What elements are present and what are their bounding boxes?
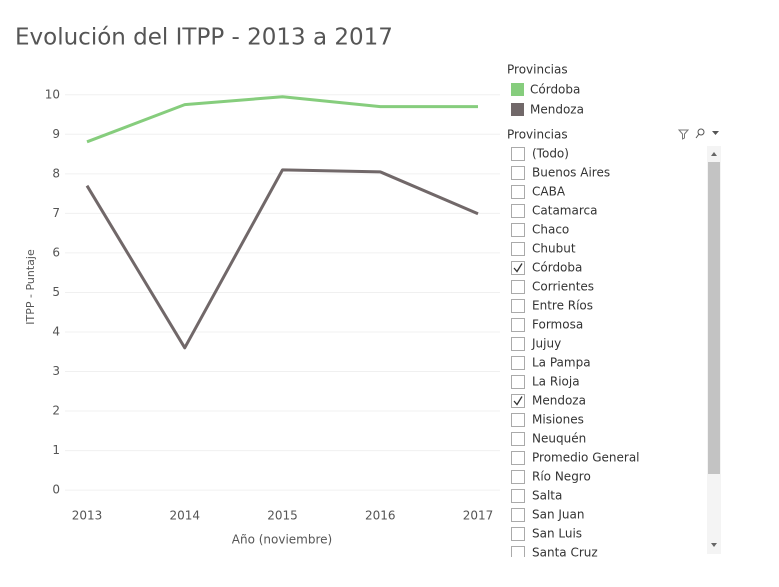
checkbox[interactable] [511, 337, 525, 351]
filter-item-label[interactable]: Entre Ríos [532, 299, 593, 313]
filter-item-label[interactable]: Jujuy [531, 337, 561, 351]
filter-item-label[interactable]: Santa Cruz [532, 546, 598, 560]
chart-title: Evolución del ITPP - 2013 a 2017 [15, 25, 393, 51]
filter-item-label[interactable]: Chubut [532, 242, 576, 256]
checkbox[interactable] [511, 318, 525, 332]
y-tick-label: 4 [52, 324, 60, 338]
checkbox[interactable] [511, 546, 525, 560]
checkbox[interactable] [511, 527, 525, 541]
checkbox[interactable] [511, 470, 525, 484]
y-axis-label: ITPP - Puntaje [24, 249, 37, 325]
checkbox[interactable] [511, 147, 525, 161]
filter-item-label[interactable]: Misiones [532, 413, 584, 427]
legend-label[interactable]: Mendoza [530, 103, 584, 117]
checkbox[interactable] [511, 280, 525, 294]
scroll-down[interactable] [711, 543, 717, 547]
filter-item-label[interactable]: Río Negro [532, 470, 591, 484]
menu-icon[interactable] [712, 131, 719, 135]
filter-item-label[interactable]: Corrientes [532, 280, 594, 294]
filter-item-label[interactable]: La Rioja [532, 375, 580, 389]
checkbox[interactable] [511, 299, 525, 313]
y-tick-label: 1 [52, 443, 60, 457]
filter-item-label[interactable]: Promedio General [532, 451, 640, 465]
filter-list: (Todo) Buenos Aires CABA Catamarca Chaco Chub… [511, 147, 640, 560]
y-tick-label: 0 [52, 483, 60, 497]
filter-item-label[interactable]: CABA [532, 185, 566, 199]
checkbox[interactable] [511, 375, 525, 389]
checkbox[interactable] [511, 432, 525, 446]
y-tick-label: 5 [52, 285, 60, 299]
y-tick-label: 6 [52, 245, 60, 259]
checkbox[interactable] [511, 451, 525, 465]
checkbox[interactable] [511, 394, 525, 408]
x-tick-label: 2017 [463, 509, 494, 523]
y-tick-label: 8 [52, 166, 60, 180]
checkbox[interactable] [511, 204, 525, 218]
filter-title: Provincias [507, 128, 568, 142]
filter-item-label[interactable]: (Todo) [532, 147, 569, 161]
y-tick-label: 9 [52, 127, 60, 141]
x-tick-label: 2015 [267, 509, 298, 523]
checkbox[interactable] [511, 413, 525, 427]
filter-tools[interactable] [677, 128, 719, 140]
filter-item-label[interactable]: Chaco [532, 223, 569, 237]
filter-item-label[interactable]: San Juan [532, 508, 585, 522]
series-line [85, 168, 479, 350]
filter-item-label[interactable]: Formosa [532, 318, 583, 332]
y-tick-label: 3 [52, 364, 60, 378]
filter-item-label[interactable]: Salta [532, 489, 562, 503]
checkbox[interactable] [511, 166, 525, 180]
y-tick-label: 7 [52, 206, 60, 220]
checkbox[interactable] [511, 508, 525, 522]
checkbox[interactable] [511, 223, 525, 237]
x-tick-label: 2014 [169, 509, 200, 523]
x-axis-label: Año (noviembre) [232, 533, 332, 547]
filter-item-label[interactable]: Buenos Aires [532, 166, 610, 180]
legend-swatch[interactable] [511, 103, 524, 116]
checkmark [513, 396, 523, 406]
series-line [86, 95, 478, 144]
filter-item-label[interactable]: Catamarca [532, 204, 597, 218]
legend-title: Provincias [507, 63, 568, 77]
y-tick-label: 2 [52, 404, 60, 418]
checkmark [513, 263, 523, 273]
checkbox[interactable] [511, 242, 525, 256]
checkbox[interactable] [511, 185, 525, 199]
x-tick-label: 2016 [365, 509, 396, 523]
checkbox[interactable] [511, 261, 525, 275]
scrollbar-thumb[interactable] [708, 162, 720, 474]
search-icon-handle [695, 133, 700, 139]
filter-item-label[interactable]: Córdoba [532, 261, 582, 275]
clear-filter-icon[interactable] [677, 129, 690, 140]
x-tick-label: 2013 [72, 509, 103, 523]
checkbox[interactable] [511, 356, 525, 370]
checkbox[interactable] [511, 489, 525, 503]
filter-item-label[interactable]: Neuquén [532, 432, 586, 446]
legend-label[interactable]: Córdoba [530, 83, 580, 97]
legend-swatch[interactable] [511, 83, 524, 96]
filter-item-label[interactable]: La Pampa [532, 356, 591, 370]
y-tick-label: 10 [45, 87, 60, 101]
scroll-up[interactable] [711, 152, 717, 156]
search-icon[interactable] [697, 128, 705, 136]
filter-item-label[interactable]: Mendoza [532, 394, 586, 408]
filter-item-label[interactable]: San Luis [532, 527, 582, 541]
